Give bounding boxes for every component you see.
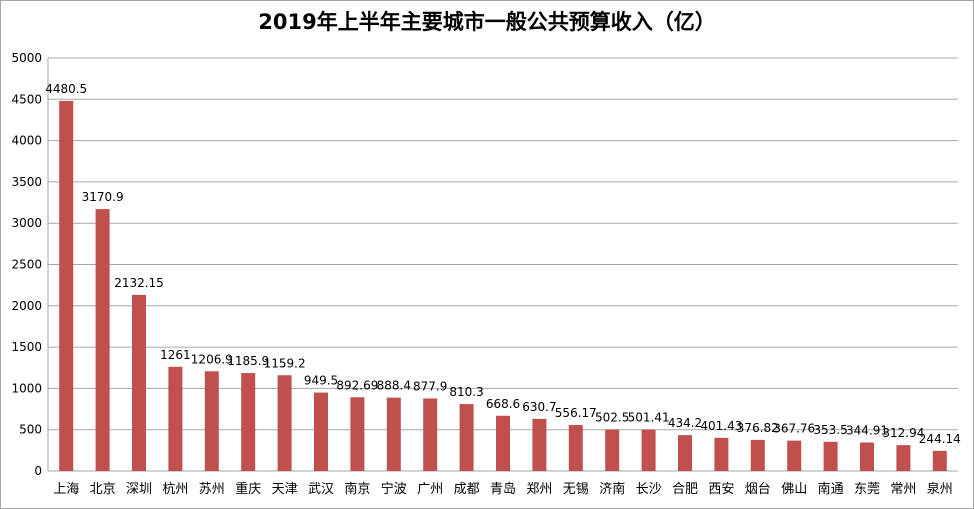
bar bbox=[241, 373, 256, 471]
y-tick-label: 5000 bbox=[11, 51, 42, 65]
data-label: 668.6 bbox=[486, 397, 520, 411]
category-label: 东莞 bbox=[854, 482, 880, 497]
data-label: 630.7 bbox=[522, 400, 556, 414]
data-labels: 4480.5 3170.9 2132.15 1261 1206.91185.91159.… bbox=[45, 82, 961, 446]
category-label: 无锡 bbox=[563, 482, 589, 497]
bar bbox=[896, 445, 911, 471]
bar bbox=[423, 398, 438, 471]
category-label: 佛山 bbox=[781, 482, 807, 497]
data-label: 244.14 bbox=[919, 432, 961, 446]
data-label: 367.76 bbox=[773, 422, 815, 436]
data-label: 434.2 bbox=[668, 416, 702, 430]
y-axis-ticks: 0 500 1000 1500 2000 2500 3000 3500 4000 4500 5000 bbox=[11, 51, 42, 478]
category-label: 合肥 bbox=[672, 482, 698, 497]
category-label: 天津 bbox=[272, 482, 298, 497]
category-label: 西安 bbox=[708, 482, 734, 497]
y-tick-label: 1500 bbox=[11, 340, 42, 354]
bar bbox=[823, 441, 838, 471]
category-label: 广州 bbox=[417, 482, 443, 497]
category-label: 长沙 bbox=[636, 482, 662, 497]
data-label: 376.82 bbox=[737, 421, 779, 435]
y-tick-label: 0 bbox=[34, 464, 42, 478]
data-label: 353.5 bbox=[813, 423, 847, 437]
bar bbox=[678, 435, 692, 471]
bar bbox=[459, 404, 474, 471]
data-label: 892.69 bbox=[336, 378, 378, 392]
bar bbox=[714, 437, 729, 471]
category-label: 常州 bbox=[890, 482, 916, 497]
data-label: 4480.5 bbox=[45, 82, 87, 96]
bar bbox=[532, 418, 547, 471]
category-label: 武汉 bbox=[308, 482, 334, 497]
bar bbox=[277, 375, 292, 471]
y-tick-label: 3500 bbox=[11, 175, 42, 189]
bar bbox=[95, 209, 110, 471]
y-tick-label: 2000 bbox=[11, 299, 42, 313]
bar bbox=[168, 366, 183, 471]
data-label: 1261 bbox=[160, 348, 191, 362]
data-label: 1159.2 bbox=[264, 356, 306, 370]
x-axis-categories: 上海 北京 深圳 杭州 苏州 重庆 天津 武汉 南京 宁波 广州 成都 青岛 郑州 无锡 济南 长沙 合肥 西安 烟台… bbox=[53, 481, 953, 497]
category-label: 苏州 bbox=[199, 481, 225, 497]
data-label: 312.94 bbox=[882, 426, 924, 440]
bar bbox=[204, 371, 219, 471]
bar bbox=[860, 442, 874, 471]
chart-title: 2019年上半年主要城市一般公共预算收入（亿） bbox=[258, 10, 716, 34]
y-tick-label: 3000 bbox=[11, 216, 42, 230]
category-label: 南通 bbox=[818, 481, 844, 497]
category-label: 泉州 bbox=[927, 481, 953, 497]
y-tick-label: 4000 bbox=[11, 134, 42, 148]
data-label: 502.5 bbox=[595, 410, 629, 424]
category-label: 成都 bbox=[454, 482, 480, 497]
gridlines bbox=[47, 57, 958, 472]
y-tick-label: 1000 bbox=[11, 381, 42, 395]
data-label: 888.4 bbox=[377, 379, 411, 393]
bar bbox=[568, 425, 583, 471]
bar bbox=[386, 397, 401, 471]
data-label: 1185.9 bbox=[227, 354, 269, 368]
category-label: 重庆 bbox=[235, 481, 261, 497]
data-label: 3170.9 bbox=[82, 190, 124, 204]
bar bbox=[350, 397, 365, 471]
data-label: 344.91 bbox=[846, 424, 888, 438]
data-label: 556.17 bbox=[555, 406, 597, 420]
bar bbox=[59, 100, 74, 471]
bar bbox=[641, 429, 656, 471]
category-label: 杭州 bbox=[162, 482, 188, 497]
category-label: 青岛 bbox=[490, 481, 516, 497]
category-label: 上海 bbox=[53, 482, 79, 497]
bar bbox=[605, 429, 620, 471]
category-label: 宁波 bbox=[381, 481, 407, 497]
data-label: 949.5 bbox=[304, 374, 338, 388]
data-label: 501.41 bbox=[628, 411, 670, 425]
category-label: 烟台 bbox=[745, 482, 771, 497]
y-tick-label: 500 bbox=[19, 423, 42, 437]
bar bbox=[932, 450, 947, 471]
bar bbox=[496, 415, 510, 471]
data-label: 1206.9 bbox=[191, 352, 233, 366]
bar bbox=[787, 440, 802, 471]
category-label: 南京 bbox=[344, 481, 370, 497]
bar bbox=[132, 294, 146, 471]
category-label: 郑州 bbox=[526, 482, 552, 497]
y-tick-label: 4500 bbox=[11, 92, 42, 106]
data-label: 877.9 bbox=[413, 379, 447, 393]
bars bbox=[59, 100, 947, 471]
bar bbox=[750, 439, 765, 471]
bar bbox=[314, 392, 328, 471]
category-label: 北京 bbox=[90, 482, 116, 497]
data-label: 401.43 bbox=[700, 419, 742, 433]
data-label: 2132.15 bbox=[114, 276, 164, 290]
category-label: 深圳 bbox=[126, 482, 152, 497]
data-label: 810.3 bbox=[449, 385, 483, 399]
y-tick-label: 2500 bbox=[11, 258, 42, 272]
category-label: 济南 bbox=[599, 481, 625, 497]
